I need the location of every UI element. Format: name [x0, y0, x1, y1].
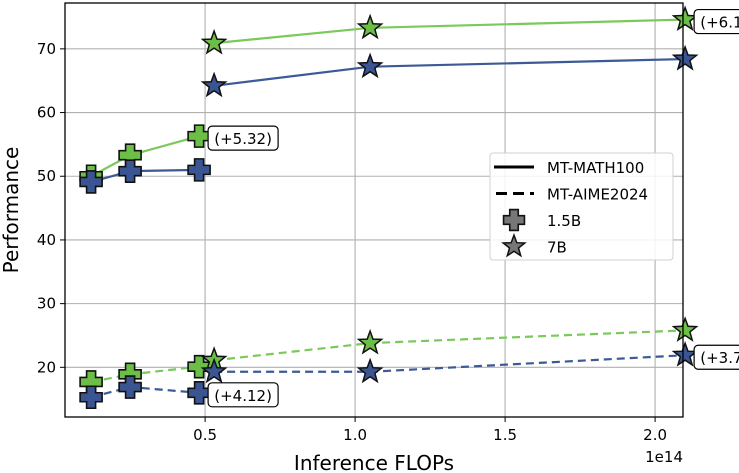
- star-marker: [356, 52, 384, 79]
- legend-label: 1.5B: [547, 212, 581, 230]
- x-tick-label: 0.5: [193, 426, 217, 444]
- plus-marker: [187, 124, 211, 148]
- star-marker: [356, 328, 384, 355]
- annotation-label: (+5.32): [214, 130, 272, 148]
- y-axis-label: Performance: [0, 147, 23, 274]
- star-marker: [356, 357, 384, 384]
- x-tick-label: 1.0: [343, 426, 367, 444]
- annotation-label: (+3.76): [700, 349, 739, 367]
- x-tick-label: 1.5: [493, 426, 517, 444]
- x-axis-label: Inference FLOPs: [294, 451, 454, 473]
- star-marker: [671, 44, 699, 71]
- series-markers: [79, 5, 699, 410]
- star-marker: [200, 357, 228, 384]
- plus-marker: [502, 208, 526, 232]
- y-tick-label: 30: [37, 295, 56, 313]
- annotation-label: (+6.17): [700, 14, 739, 32]
- legend: MT-MATH100 MT-AIME2024 1.5B 7B: [489, 152, 674, 261]
- y-tick-label: 20: [37, 358, 56, 376]
- y-tick-label: 50: [37, 167, 56, 185]
- star-marker: [356, 13, 384, 40]
- star-marker: [671, 340, 699, 367]
- star-marker: [200, 28, 228, 55]
- series-line: [214, 354, 686, 373]
- plus-marker: [79, 385, 103, 410]
- y-tick-label: 40: [37, 231, 56, 249]
- annotation-box: [207, 382, 279, 408]
- annotations: (+5.32) (+6.17) (+4.12) (+3.76): [207, 8, 739, 408]
- series-line: [213, 329, 686, 362]
- star-marker: [671, 5, 699, 32]
- y-tick-label: 60: [37, 104, 56, 122]
- plus-marker: [187, 354, 211, 379]
- series-line: [213, 18, 686, 45]
- star-marker: [501, 232, 527, 258]
- legend-label: MT-MATH100: [547, 159, 644, 177]
- series-line: [213, 57, 686, 87]
- plus-marker: [79, 170, 103, 194]
- star-marker: [200, 71, 228, 98]
- series-line: [90, 365, 200, 384]
- axis-ticks: 0.5 1.0 1.5 2.0 20 30 40 50 60 70: [37, 40, 667, 444]
- annotation-box: [207, 125, 279, 151]
- plot-frame: [64, 2, 684, 418]
- legend-box: [489, 152, 674, 261]
- y-tick-label: 70: [37, 40, 56, 58]
- plus-marker: [118, 159, 142, 183]
- legend-label: MT-AIME2024: [547, 186, 648, 204]
- star-marker: [671, 316, 699, 342]
- series-line: [90, 385, 200, 399]
- x-tick-label: 2.0: [643, 426, 667, 444]
- annotation-label: (+4.12): [214, 387, 272, 405]
- plus-marker: [187, 380, 211, 405]
- plus-marker: [118, 375, 142, 399]
- annotation-box: [693, 344, 739, 370]
- legend-label: 7B: [547, 239, 567, 257]
- x-offset-text: 1e14: [645, 448, 683, 466]
- plus-marker: [187, 158, 211, 182]
- annotation-box: [693, 8, 739, 35]
